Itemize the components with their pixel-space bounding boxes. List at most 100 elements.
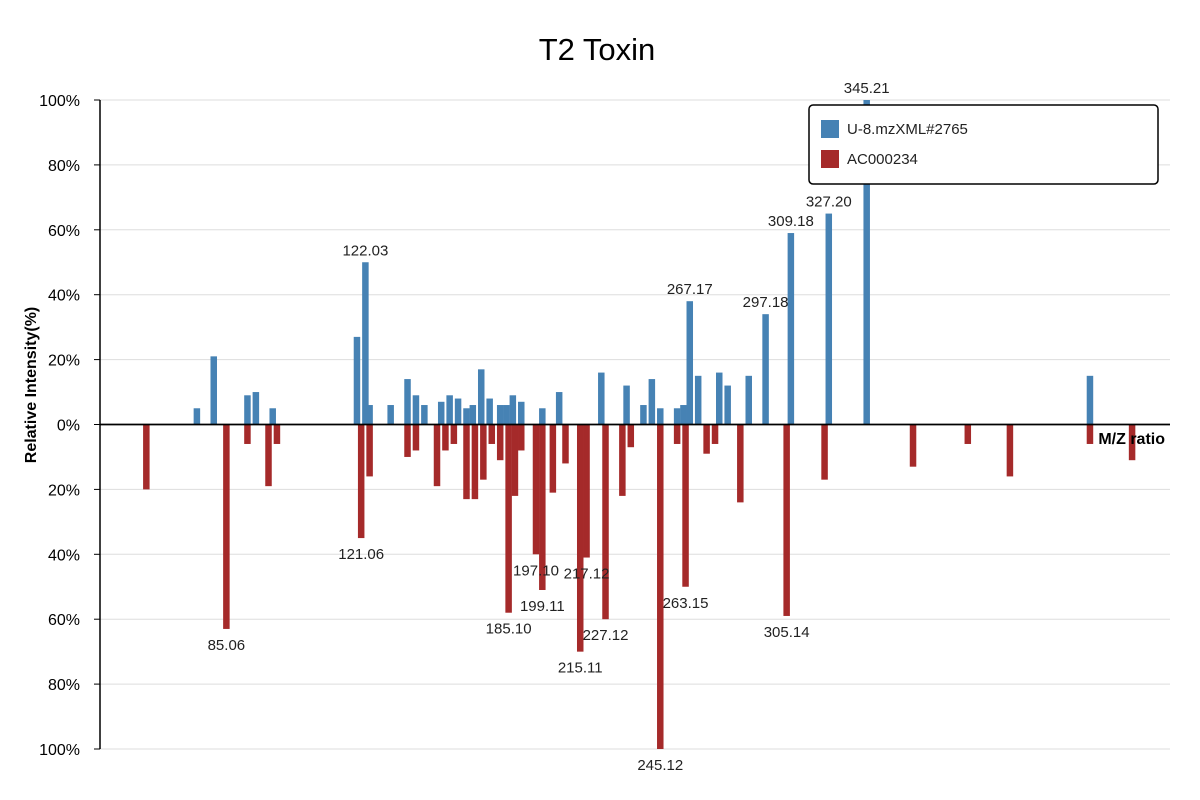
peak-label-reference: 245.12 xyxy=(637,757,683,774)
peak-bar-reference xyxy=(627,424,635,448)
peak-bar-reference xyxy=(505,424,512,613)
peak-bar-reference xyxy=(1086,424,1094,444)
y-tick-label: 80% xyxy=(48,158,80,175)
peak-bar-reference xyxy=(488,424,496,444)
peak-bar-query xyxy=(648,379,656,425)
legend-box xyxy=(808,104,1159,185)
y-tick-labels: 100% 80% 60% 40% 20% 0% 20% 40% 60% 80% 100% xyxy=(39,93,80,759)
peak-bar-reference xyxy=(223,424,230,629)
peak-bar-query xyxy=(555,392,563,425)
axes xyxy=(99,100,1170,749)
peak-bar-query xyxy=(454,398,462,425)
peak-bar-reference xyxy=(532,424,540,555)
peak-bar-reference xyxy=(518,424,525,451)
peak-bar-reference xyxy=(366,424,373,477)
peak-bar-query xyxy=(503,405,510,425)
peak-bar-query xyxy=(1086,375,1094,425)
peak-label-query: 309.18 xyxy=(768,213,814,230)
peak-label-reference: 85.06 xyxy=(208,637,246,654)
peak-label-query: 327.20 xyxy=(806,194,852,211)
peak-bar-reference xyxy=(463,424,470,500)
grid-lines xyxy=(94,99,1170,750)
peak-bar-reference xyxy=(576,424,584,652)
peak-bar-reference xyxy=(657,424,664,749)
peak-bar-reference xyxy=(433,424,441,487)
peak-bar-query xyxy=(673,408,681,425)
peak-bar-query xyxy=(716,372,723,425)
legend-swatch-red xyxy=(821,150,839,168)
peak-bar-query xyxy=(694,375,702,425)
peak-label-query: 267.17 xyxy=(667,281,713,298)
peak-bar-reference xyxy=(682,424,689,587)
peak-bar-query xyxy=(680,405,687,425)
peak-bar-query xyxy=(863,100,870,425)
peak-label-reference: 199.11 xyxy=(520,598,565,615)
peak-bar-reference xyxy=(539,424,546,590)
peak-bar-reference xyxy=(265,424,272,487)
peak-label-query: 345.21 xyxy=(844,80,890,97)
legend: U-8.mzXML#2765 AC000234 xyxy=(808,104,1159,185)
peak-bar-query xyxy=(353,336,361,425)
peak-bar-query xyxy=(412,395,420,425)
peak-bar-query xyxy=(640,405,647,425)
peak-bar-reference xyxy=(562,424,569,464)
peak-bar-reference xyxy=(602,424,609,620)
peak-bar-reference xyxy=(673,424,681,444)
peak-bar-query xyxy=(404,379,411,425)
peak-label-query: 122.03 xyxy=(342,242,388,259)
legend-swatch-blue xyxy=(821,120,839,138)
peak-bar-query xyxy=(193,408,201,425)
peak-bar-reference xyxy=(244,424,251,444)
peak-bar-query xyxy=(509,395,517,425)
peak-bar-reference xyxy=(909,424,917,467)
peak-labels: 122.03 267.17 297.18 309.18 327.20 345.21 85.0… xyxy=(208,80,890,774)
peak-bar-reference xyxy=(821,424,828,480)
peak-bar-reference xyxy=(450,424,458,444)
y-tick-label: 20% xyxy=(48,482,80,499)
y-tick-label: 40% xyxy=(48,547,80,564)
peak-bar-query xyxy=(825,213,833,425)
y-tick-label: 100% xyxy=(39,742,80,759)
peak-bar-reference xyxy=(783,424,790,616)
peak-bar-query xyxy=(477,369,485,425)
peak-bar-query xyxy=(657,408,664,425)
peak-label-reference: 215.11 xyxy=(558,660,603,677)
peak-bar-query xyxy=(244,395,251,425)
peak-label-reference: 197.10 xyxy=(513,562,559,579)
peak-label-reference: 217.12 xyxy=(564,566,610,583)
bars-group xyxy=(143,100,1136,749)
peak-bar-reference xyxy=(511,424,519,496)
y-tick-label: 80% xyxy=(48,677,80,694)
y-tick-label: 60% xyxy=(48,223,80,240)
peak-label-reference: 121.06 xyxy=(338,546,384,563)
peak-bar-query xyxy=(366,405,373,425)
y-tick-label: 0% xyxy=(57,418,80,435)
peak-bar-reference xyxy=(1006,424,1014,477)
peak-bar-reference xyxy=(412,424,420,451)
peak-bar-reference xyxy=(619,424,626,496)
peak-label-reference: 227.12 xyxy=(583,627,629,644)
peak-bar-query xyxy=(387,405,394,425)
y-axis-label: Relative Intensity(%) xyxy=(23,307,40,463)
peak-bar-query xyxy=(518,401,525,425)
peak-label-reference: 305.14 xyxy=(764,624,810,641)
peak-bar-query xyxy=(437,401,445,425)
y-tick-label: 40% xyxy=(48,288,80,305)
y-tick-label: 20% xyxy=(48,353,80,370)
peak-bar-reference xyxy=(549,424,557,493)
peak-bar-query xyxy=(724,385,731,425)
peak-bar-reference xyxy=(703,424,710,454)
peak-bar-query xyxy=(252,392,260,425)
chart-title: T2 Toxin xyxy=(539,32,656,67)
peak-bar-query xyxy=(463,408,470,425)
peak-bar-query xyxy=(446,395,453,425)
peak-bar-query xyxy=(269,408,276,425)
peak-bar-query xyxy=(486,398,493,425)
y-tick-label: 60% xyxy=(48,612,80,629)
peak-bar-query xyxy=(598,372,605,425)
legend-label-series-1: U-8.mzXML#2765 xyxy=(847,121,968,138)
peak-bar-reference xyxy=(471,424,479,500)
peak-bar-reference xyxy=(273,424,281,444)
peak-bar-reference xyxy=(357,424,365,539)
